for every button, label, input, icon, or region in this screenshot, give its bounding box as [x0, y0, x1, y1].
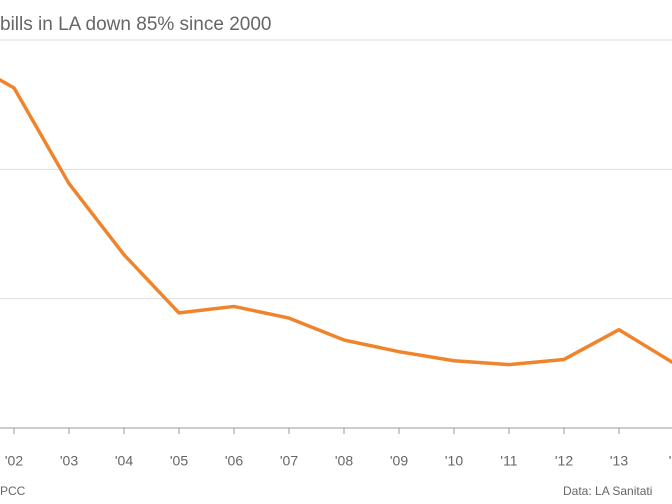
x-tick-label: '09: [390, 453, 408, 469]
x-tick-label: '08: [335, 453, 353, 469]
x-tick-label: '04: [115, 453, 133, 469]
x-tick-label: '1: [669, 453, 672, 469]
x-tick-label: '03: [60, 453, 78, 469]
credit: PCC: [0, 484, 26, 498]
x-tick-label: '12: [555, 453, 573, 469]
x-tick-label: '07: [280, 453, 298, 469]
x-tick-label: '11: [500, 453, 517, 469]
x-tick-label: '13: [610, 453, 628, 469]
source: Data: LA Sanitati: [563, 484, 652, 498]
data-line: [0, 77, 672, 367]
chart-title: bills in LA down 85% since 2000: [0, 14, 271, 35]
x-tick-label: '10: [445, 453, 463, 469]
x-tick-label: '02: [5, 453, 23, 469]
x-tick-label: '05: [170, 453, 188, 469]
x-tick-label: '06: [225, 453, 243, 469]
